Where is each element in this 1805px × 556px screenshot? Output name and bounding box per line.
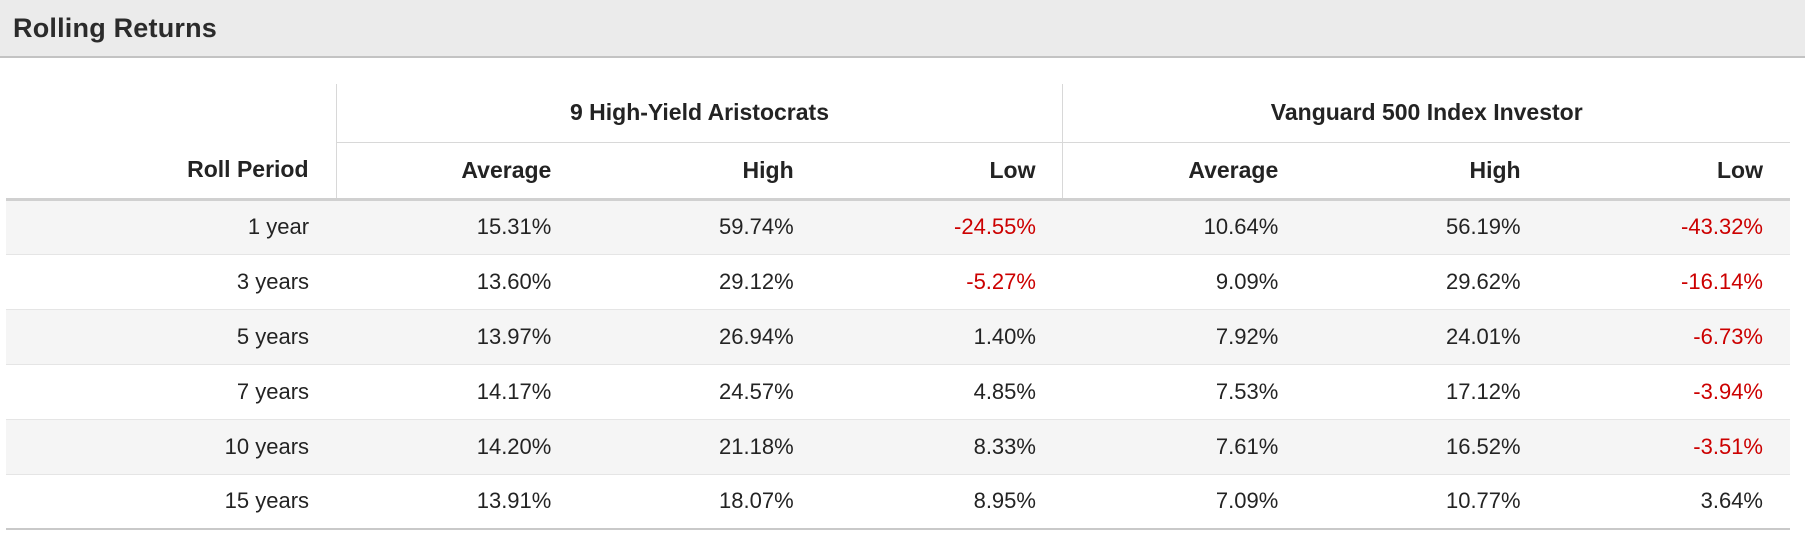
value-cell: 7.61%	[1062, 418, 1306, 474]
value-cell: 10.77%	[1305, 473, 1548, 530]
value-cell: -24.55%	[954, 214, 1036, 239]
value-cell: 16.52%	[1305, 418, 1548, 474]
value-cell: 56.19%	[1445, 214, 1521, 239]
value-cell: 18.07%	[578, 473, 821, 530]
value-cell: 9.09%	[1062, 253, 1306, 309]
col-header-vanguard-average: Average	[1062, 142, 1306, 201]
col-header-vanguard-high: High	[1305, 142, 1548, 201]
value-cell: -3.51%	[1547, 418, 1790, 474]
value-cell: -3.94%	[1547, 363, 1790, 419]
value-cell: 8.95%	[820, 473, 1063, 530]
group-header-vanguard: Vanguard 500 Index Investor	[1062, 84, 1790, 143]
value-cell: -6.73%	[1547, 308, 1790, 364]
roll-period-cell: 5 years	[6, 308, 337, 364]
value-cell: 14.17%	[336, 363, 579, 419]
roll-period-cell: 10 years	[6, 418, 337, 474]
group-header-spacer	[6, 84, 336, 142]
group-header-row: 9 High-Yield Aristocrats Vanguard 500 In…	[6, 84, 1790, 143]
value-cell: 7.92%	[1062, 308, 1306, 364]
col-header-aristocrats-average: Average	[335, 142, 579, 201]
roll-period-cell: 3 years	[6, 253, 337, 309]
col-header-aristocrats-high: High	[578, 142, 821, 201]
group-header-aristocrats: 9 High-Yield Aristocrats	[335, 84, 1063, 143]
value-cell: 13.91%	[336, 473, 579, 530]
value-cell: 24.57%	[578, 363, 821, 419]
value-cell: 7.09%	[1062, 473, 1306, 530]
value-cell: 13.97%	[336, 308, 579, 364]
section-title-bar: Rolling Returns	[0, 0, 1805, 58]
value-cell: 14.20%	[336, 418, 579, 474]
table-row: 1 year 15.31% 59.74% -24.55% 10.64% 56.1…	[6, 199, 1790, 254]
value-cell: 8.33%	[820, 418, 1063, 474]
roll-period-cell: 1 year	[247, 214, 310, 239]
value-cell: 59.74%	[719, 214, 794, 239]
rolling-returns-section: 9 High-Yield Aristocrats Vanguard 500 In…	[0, 58, 1805, 530]
table-row: 7 years 14.17% 24.57% 4.85% 7.53% 17.12%…	[6, 363, 1790, 419]
value-cell: 26.94%	[578, 308, 821, 364]
value-cell: -5.27%	[820, 253, 1063, 309]
value-cell: 3.64%	[1547, 473, 1790, 530]
value-cell: 7.53%	[1062, 363, 1306, 419]
table-row: 15 years 13.91% 18.07% 8.95% 7.09% 10.77…	[6, 473, 1790, 530]
value-cell: -43.32%	[1681, 214, 1763, 239]
value-cell: 13.60%	[336, 253, 579, 309]
value-cell: 21.18%	[578, 418, 821, 474]
rolling-returns-table: 9 High-Yield Aristocrats Vanguard 500 In…	[6, 84, 1790, 530]
page-title: Rolling Returns	[13, 12, 217, 43]
table-row: 10 years 14.20% 21.18% 8.33% 7.61% 16.52…	[6, 418, 1790, 474]
value-cell: 29.62%	[1305, 253, 1548, 309]
col-header-vanguard-low: Low	[1547, 142, 1790, 201]
value-cell: -16.14%	[1547, 253, 1790, 309]
value-cell: 29.12%	[578, 253, 821, 309]
column-header-row: Roll Period Average High Low Average Hig…	[6, 142, 1790, 201]
roll-period-cell: 15 years	[6, 473, 337, 530]
col-header-roll-period: Roll Period	[6, 142, 337, 201]
roll-period-cell: 7 years	[6, 363, 337, 419]
value-cell: 17.12%	[1305, 363, 1548, 419]
table-row: 3 years 13.60% 29.12% -5.27% 9.09% 29.62…	[6, 253, 1790, 309]
value-cell: 15.31%	[476, 214, 552, 239]
value-cell: 1.40%	[820, 308, 1063, 364]
value-cell: 10.64%	[1203, 214, 1279, 239]
value-cell: 24.01%	[1305, 308, 1548, 364]
table-row: 5 years 13.97% 26.94% 1.40% 7.92% 24.01%…	[6, 308, 1790, 364]
col-header-aristocrats-low: Low	[820, 142, 1063, 201]
value-cell: 4.85%	[820, 363, 1063, 419]
